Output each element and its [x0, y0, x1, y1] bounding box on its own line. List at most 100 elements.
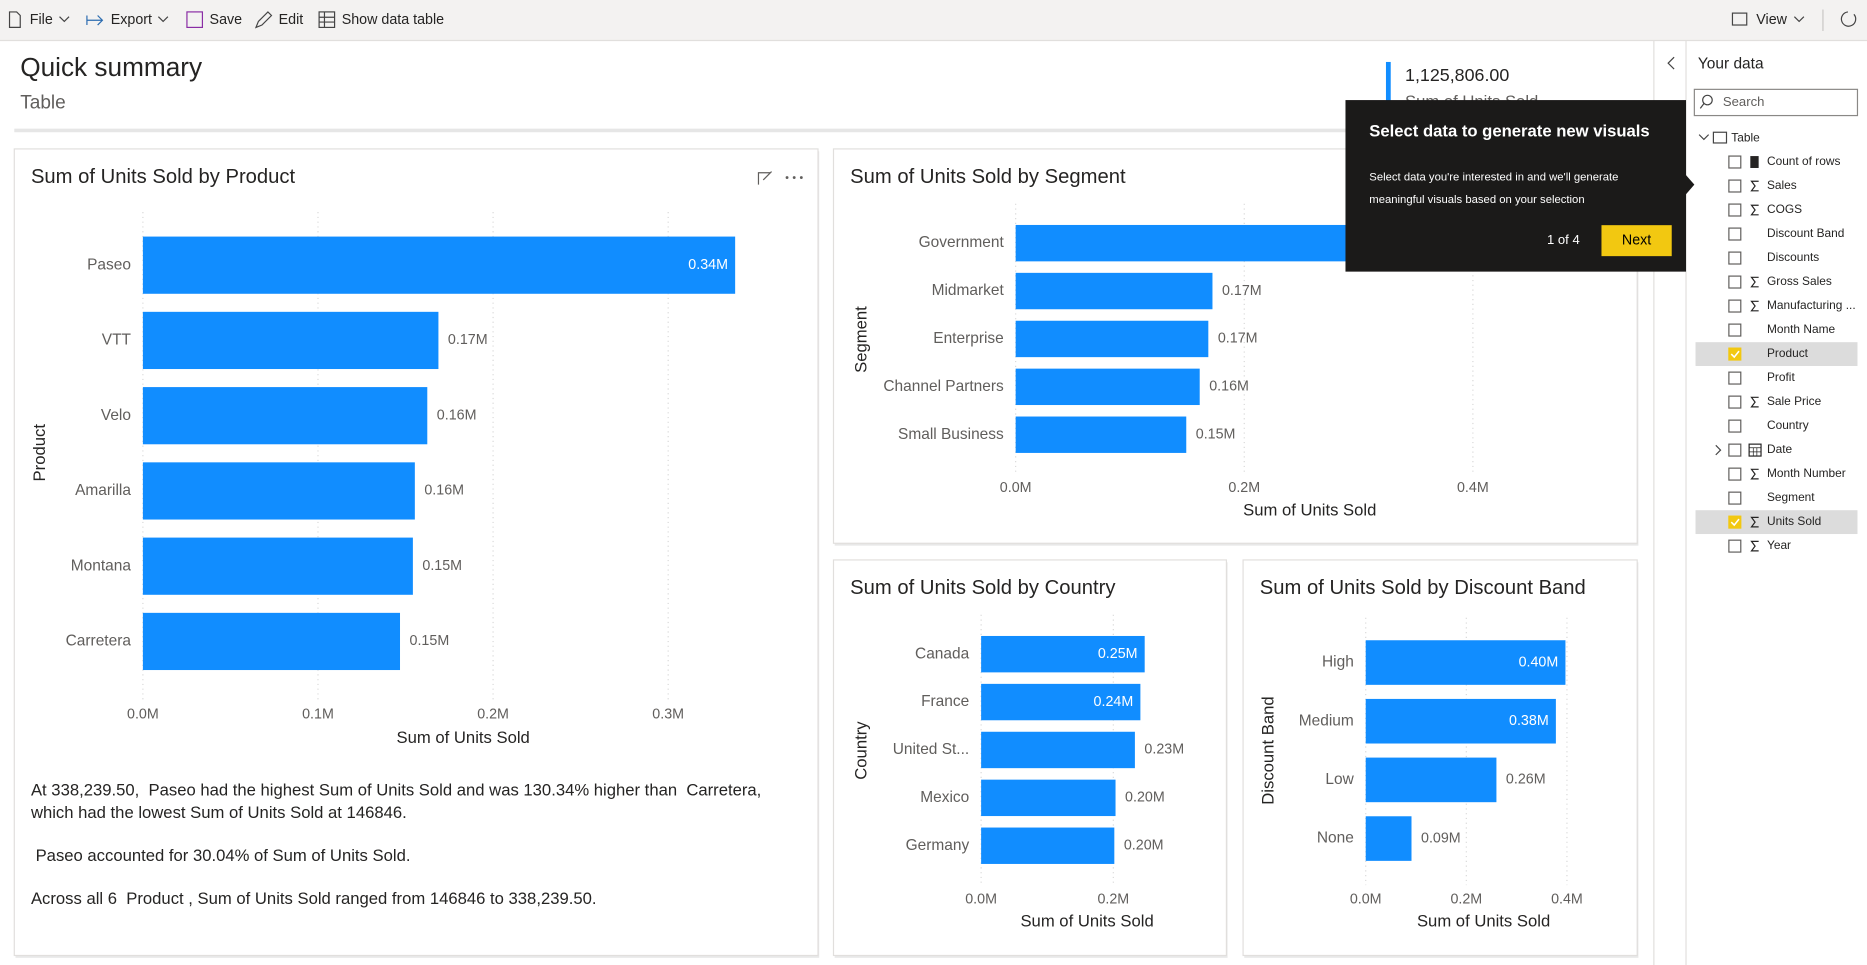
data-label: 0.40M — [1519, 654, 1559, 670]
data-label: 0.20M — [1124, 838, 1164, 854]
field-name[interactable]: Count of rows — [1767, 154, 1840, 168]
chart-title: Sum of Units Sold by Country — [850, 577, 1116, 599]
bar[interactable] — [1365, 757, 1497, 803]
checkbox[interactable] — [1728, 347, 1742, 361]
x-tick-label: 0.2M — [1228, 480, 1260, 496]
checkbox[interactable] — [1728, 419, 1742, 433]
y-tick-label: Montana — [71, 557, 132, 574]
cards: Sum of Units Sold by Product Product Sum o… — [13, 148, 1639, 958]
chevron — [157, 16, 169, 23]
checkbox[interactable] — [1728, 491, 1742, 505]
toolbar — [0, 0, 1867, 41]
bar[interactable] — [142, 311, 439, 370]
data-label: 0.16M — [437, 407, 477, 423]
bar[interactable] — [1365, 816, 1412, 861]
next-button-label[interactable]: Next — [1622, 232, 1651, 248]
field-name[interactable]: COGS — [1767, 202, 1802, 216]
chart-title: Sum of Units Sold by Product — [31, 166, 296, 188]
bar[interactable] — [981, 635, 1145, 673]
bar[interactable] — [142, 462, 415, 520]
view-menu[interactable]: View — [1756, 12, 1787, 28]
field-name[interactable]: Manufacturing ... — [1767, 298, 1856, 312]
bar[interactable] — [1015, 320, 1209, 358]
bar[interactable] — [1015, 272, 1213, 310]
file-icon — [8, 11, 21, 28]
data-label: 0.20M — [1125, 790, 1165, 806]
tooltip-body: Select data you're interested in and we'… — [1369, 171, 1618, 183]
focus-icon[interactable] — [757, 171, 772, 185]
next-button[interactable] — [1601, 225, 1672, 257]
bar[interactable] — [142, 236, 736, 294]
refresh-button[interactable] — [1840, 11, 1857, 27]
checkbox[interactable] — [1728, 251, 1742, 265]
save-button[interactable]: Save — [210, 12, 243, 28]
field-name[interactable]: Year — [1767, 538, 1791, 552]
checkbox[interactable] — [1728, 203, 1742, 217]
checkbox[interactable] — [1728, 275, 1742, 289]
bar[interactable] — [1365, 698, 1556, 744]
collapse-button[interactable] — [1667, 56, 1675, 70]
checkbox[interactable] — [1728, 443, 1742, 457]
checkbox[interactable] — [1728, 395, 1742, 409]
expand-icon[interactable] — [1715, 444, 1722, 456]
bar[interactable] — [1015, 368, 1200, 406]
data-label: 0.09M — [1421, 830, 1461, 846]
search-box[interactable] — [1693, 88, 1859, 117]
edit-button[interactable]: Edit — [279, 12, 304, 28]
export-menu[interactable]: Export — [86, 12, 169, 28]
field-name[interactable]: Units Sold — [1767, 514, 1821, 528]
field-name[interactable]: Month Number — [1767, 466, 1846, 480]
data-label: 0.16M — [424, 483, 464, 499]
bar[interactable] — [1365, 640, 1566, 685]
field-name[interactable]: Country — [1767, 418, 1809, 432]
data-label: 0.15M — [422, 558, 462, 574]
sigma-icon — [1750, 300, 1759, 312]
bar[interactable] — [1015, 416, 1187, 453]
bar[interactable] — [981, 827, 1115, 864]
chart-card: Sum of Units Sold by Discount Band Discou… — [1242, 559, 1639, 958]
field-name[interactable]: Date — [1767, 442, 1793, 456]
file-label[interactable]: File — [30, 12, 53, 28]
more-options[interactable] — [799, 176, 803, 179]
field-name[interactable]: Product — [1767, 346, 1809, 360]
data-label: 0.34M — [688, 257, 728, 273]
field-name[interactable]: Discount Band — [1767, 226, 1844, 240]
sigma-icon — [1750, 204, 1759, 216]
checkbox[interactable] — [1728, 155, 1742, 169]
y-tick-label: Carretera — [66, 633, 132, 650]
checkbox[interactable] — [1728, 323, 1742, 337]
checkbox[interactable] — [1728, 299, 1742, 313]
data-label: 0.24M — [1094, 694, 1134, 710]
bar[interactable] — [142, 387, 428, 445]
export-label[interactable]: Export — [111, 12, 152, 28]
checkbox[interactable] — [1728, 539, 1742, 553]
more-options[interactable] — [785, 176, 789, 179]
file-menu[interactable]: File — [8, 11, 70, 28]
y-tick-label: Medium — [1299, 712, 1354, 729]
checkbox[interactable] — [1728, 515, 1742, 529]
field-name[interactable]: Sales — [1767, 178, 1797, 192]
y-tick-label: France — [921, 693, 969, 710]
more-options[interactable] — [792, 176, 796, 179]
field-name[interactable]: Sale Price — [1767, 394, 1822, 408]
field-name[interactable]: Discounts — [1767, 250, 1819, 264]
checkbox[interactable] — [1728, 227, 1742, 241]
expand-icon[interactable] — [1698, 134, 1710, 141]
show-data-table-button[interactable]: Show data table — [342, 12, 444, 28]
field-name[interactable]: Profit — [1767, 370, 1795, 384]
y-tick-label: Germany — [906, 837, 970, 854]
table-name[interactable]: Table — [1731, 130, 1760, 144]
field-name[interactable]: Segment — [1767, 490, 1815, 504]
bar[interactable] — [981, 779, 1116, 817]
bar[interactable] — [981, 683, 1141, 721]
checkbox[interactable] — [1728, 371, 1742, 385]
field-name[interactable]: Gross Sales — [1767, 274, 1832, 288]
field-name[interactable]: Month Name — [1767, 322, 1836, 336]
page-subtitle: Table — [20, 93, 66, 114]
checkbox[interactable] — [1728, 467, 1742, 481]
checkbox[interactable] — [1728, 179, 1742, 193]
bar[interactable] — [981, 731, 1135, 769]
data-label: 0.17M — [448, 332, 488, 348]
bar[interactable] — [142, 612, 401, 671]
bar[interactable] — [142, 537, 413, 595]
